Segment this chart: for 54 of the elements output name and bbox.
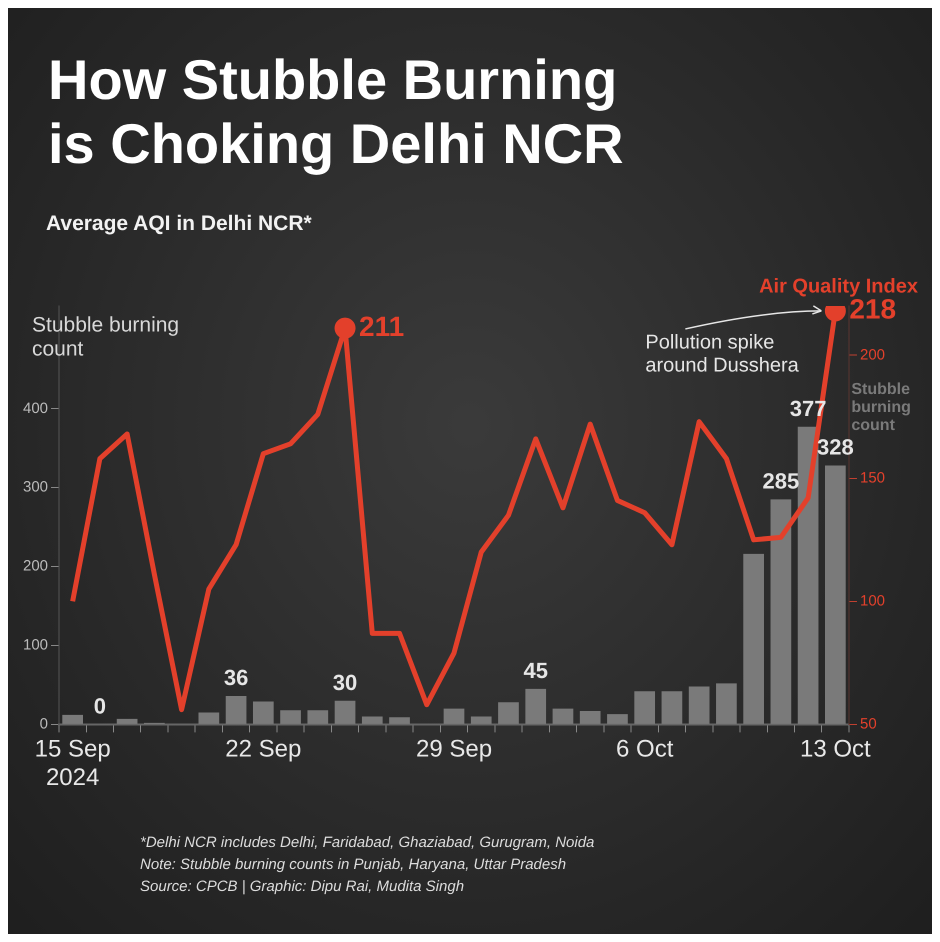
bar — [525, 688, 546, 724]
data-label: 328 — [816, 434, 854, 460]
text: Note: Stubble burning counts in Punjab, Haryana, Uttar Pradesh — [140, 855, 568, 875]
source-note: Source: CPCB | Graphic: Dipu Rai, Mudita Singh — [140, 877, 466, 897]
bar — [688, 686, 710, 724]
bar — [580, 710, 601, 724]
data-label: 211 — [359, 310, 404, 342]
bar — [226, 696, 246, 724]
bar — [498, 702, 519, 724]
chart-title: How Stubble Burning is Choking Delhi NCR — [48, 48, 625, 176]
bar — [825, 465, 846, 724]
y-tick-label: 100 — [22, 636, 48, 654]
x-tick-label: 29 Sep — [416, 735, 492, 762]
y2-tick-label: 200 — [860, 346, 886, 364]
bar — [662, 691, 682, 724]
bar — [116, 718, 138, 724]
bar — [198, 712, 220, 724]
bar — [252, 702, 274, 724]
bar — [307, 710, 328, 724]
bar — [770, 499, 792, 724]
bar — [280, 710, 301, 724]
bar — [607, 714, 628, 724]
y-tick-label: 200 — [22, 558, 48, 575]
bar — [716, 683, 737, 724]
bar — [798, 426, 818, 724]
y2-tick-label: 100 — [860, 592, 886, 610]
y-tick-label: 400 — [22, 400, 48, 417]
y2-tick-label: 50 — [860, 716, 877, 733]
bar — [444, 708, 464, 724]
data-label: 45 — [523, 658, 548, 683]
y2-tick-label: 150 — [860, 469, 886, 486]
x-tick-label: 15 Sep 2024 — [34, 735, 111, 792]
annotation: Pollution spike around Dusshera — [645, 331, 800, 376]
bar — [62, 714, 83, 724]
text: *Delhi NCR includes Delhi, Faridabad, Ghaziabad, Gurugram, Noida — [140, 833, 596, 853]
x-tick-label: 6 Oct — [616, 735, 674, 762]
bar — [743, 554, 764, 724]
text: Stubble burning count — [851, 380, 911, 434]
bar — [362, 716, 383, 724]
data-label: 0 — [94, 693, 106, 718]
data-label: 30 — [332, 670, 358, 695]
bar — [470, 716, 492, 724]
bar — [389, 717, 410, 724]
data-label: 36 — [224, 665, 248, 690]
y-axis-title: Stubble burning count — [32, 313, 180, 360]
bar — [552, 708, 574, 724]
bar — [634, 691, 656, 724]
data-label: 285 — [762, 468, 800, 494]
y-tick-label: 300 — [22, 478, 48, 496]
y-tick-label: 0 — [40, 716, 48, 733]
chart-subtitle: Average AQI in Delhi NCR* — [46, 212, 313, 236]
x-tick-label: 13 Oct — [800, 735, 872, 762]
x-tick-label: 22 Sep — [225, 735, 302, 762]
bar — [334, 700, 356, 724]
